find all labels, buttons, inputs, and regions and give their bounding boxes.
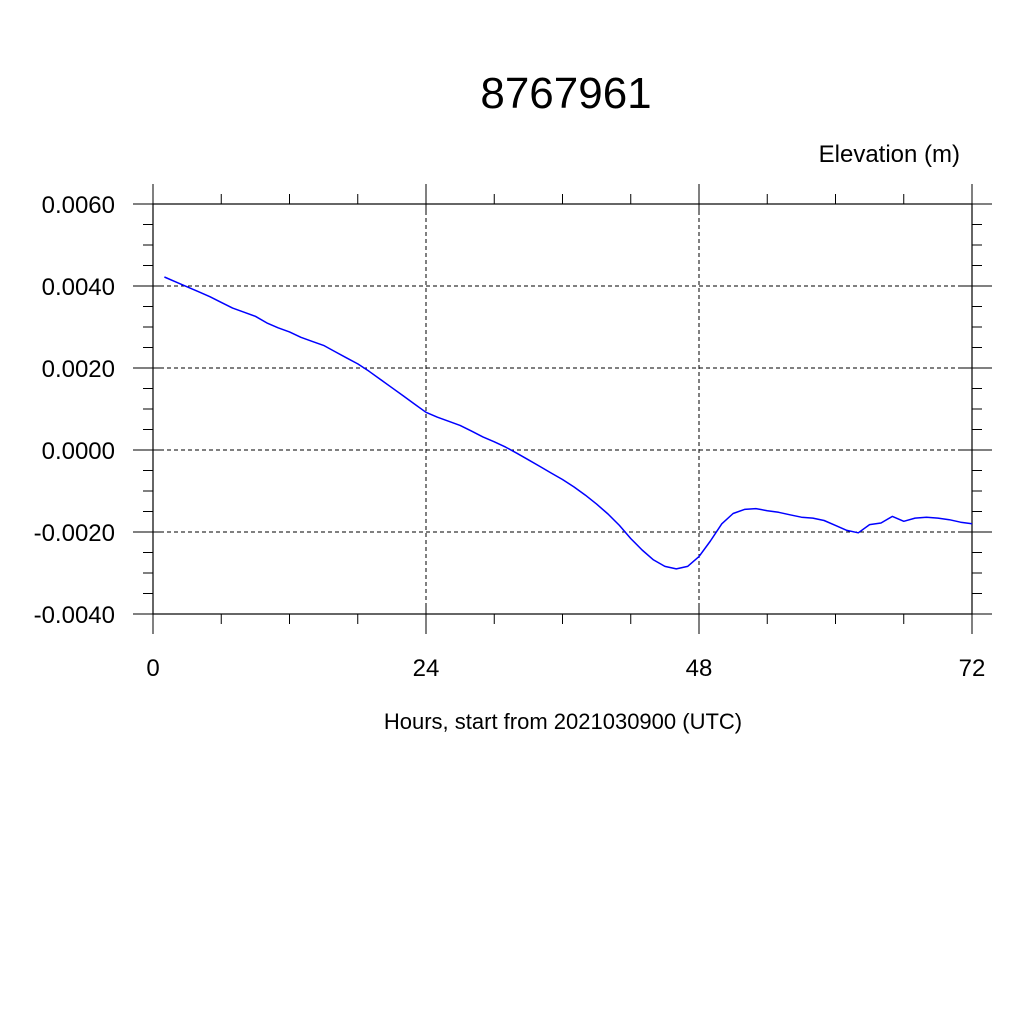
x-axis-title: Hours, start from 2021030900 (UTC) xyxy=(384,709,742,734)
series-lines xyxy=(164,276,973,570)
y-tick-labels: -0.0040 -0.0020 0.0000 0.0020 0.0040 0.0060 xyxy=(34,192,115,629)
axis-ticks xyxy=(133,184,992,634)
y-tick-label: 0.0040 xyxy=(42,274,115,301)
x-tick-label: 0 xyxy=(146,655,159,682)
series-line xyxy=(164,276,973,570)
x-tick-labels: 0 24 48 72 xyxy=(146,655,985,682)
y-tick-label: 0.0000 xyxy=(42,438,115,465)
x-tick-label: 72 xyxy=(959,655,986,682)
grid-lines xyxy=(153,204,972,614)
plot-frame xyxy=(152,203,973,615)
y-axis-title: Elevation (m) xyxy=(819,141,960,168)
x-tick-label: 24 xyxy=(413,655,440,682)
y-tick-label: -0.0040 xyxy=(34,602,115,629)
y-tick-label: 0.0020 xyxy=(42,356,115,383)
chart-title: 8767961 xyxy=(480,69,651,118)
x-tick-label: 48 xyxy=(686,655,713,682)
y-tick-label: -0.0020 xyxy=(34,520,115,547)
y-tick-label: 0.0060 xyxy=(42,192,115,219)
